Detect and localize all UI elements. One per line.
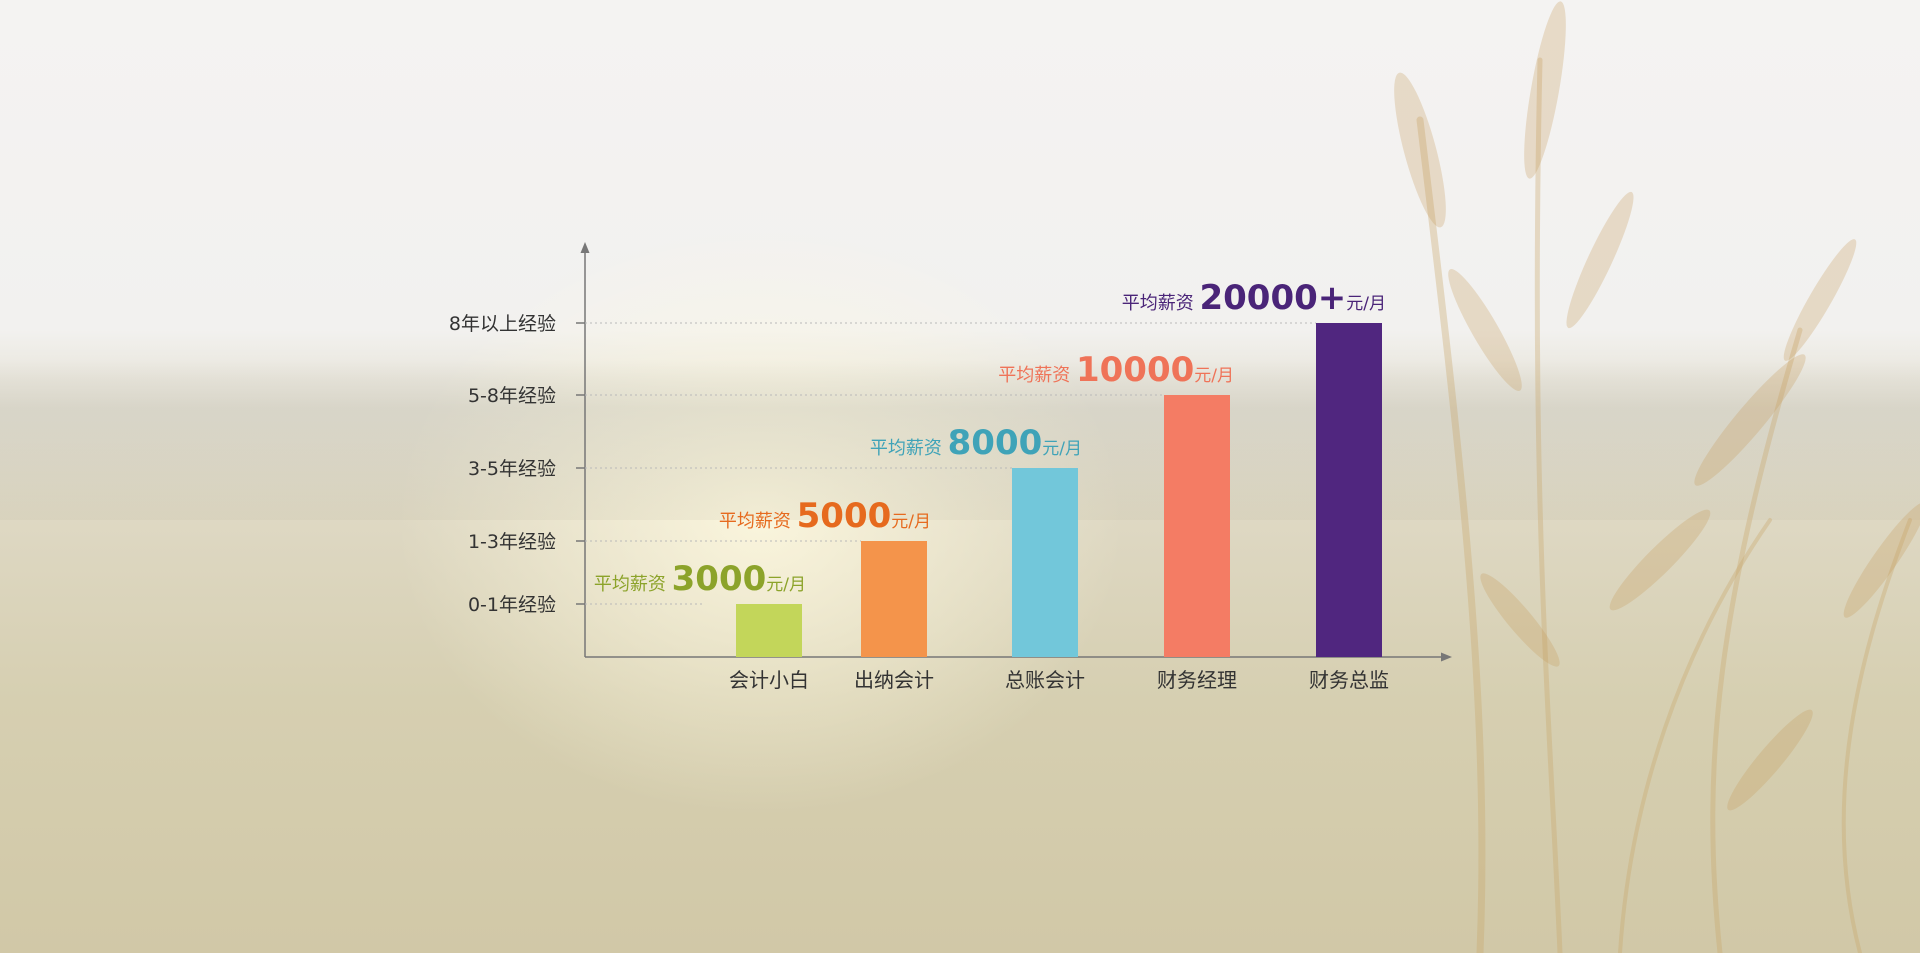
salary-value: 5000: [797, 496, 892, 536]
salary-unit: 元/月: [1346, 294, 1386, 314]
salary-prefix: 平均薪资: [1122, 293, 1200, 314]
salary-prefix: 平均薪资: [594, 574, 672, 595]
y-axis-arrow: [580, 242, 590, 253]
y-tick-label: 3-5年经验: [468, 458, 556, 480]
salary-value: 8000: [948, 423, 1043, 463]
y-tick-label: 8年以上经验: [449, 313, 556, 335]
salary-prefix: 平均薪资: [870, 438, 948, 459]
bar: [861, 541, 927, 657]
salary-unit: 元/月: [1042, 439, 1082, 459]
salary-annotation: 平均薪资 20000+元/月: [1122, 278, 1386, 318]
y-tick-label: 1-3年经验: [468, 531, 556, 553]
salary-value: 10000: [1076, 350, 1194, 390]
x-axis-arrow: [1441, 652, 1452, 662]
salary-unit: 元/月: [766, 575, 806, 595]
x-category-label: 出纳会计: [854, 668, 934, 692]
salary-unit: 元/月: [891, 512, 931, 532]
salary-annotation: 平均薪资 5000元/月: [719, 496, 931, 536]
salary-annotation: 平均薪资 10000元/月: [998, 350, 1234, 390]
x-category-label: 财务总监: [1309, 668, 1389, 692]
x-category-label: 财务经理: [1157, 668, 1237, 692]
salary-unit: 元/月: [1194, 366, 1234, 386]
wheat-background-image: [1394, 1, 1920, 953]
bar: [1316, 323, 1382, 657]
salary-value: 3000: [672, 559, 767, 599]
x-category-label: 会计小白: [729, 668, 809, 692]
salary-prefix: 平均薪资: [998, 365, 1076, 386]
y-tick-label: 5-8年经验: [468, 385, 556, 407]
x-category-label: 总账会计: [1005, 668, 1085, 692]
salary-annotation: 平均薪资 8000元/月: [870, 423, 1082, 463]
salary-value: 20000+: [1199, 278, 1346, 318]
y-tick-label: 0-1年经验: [468, 594, 556, 616]
bar: [1164, 395, 1230, 657]
salary-annotation: 平均薪资 3000元/月: [594, 559, 806, 599]
bar: [1012, 468, 1078, 657]
bar: [736, 604, 802, 657]
background-hills: [0, 360, 1920, 520]
salary-prefix: 平均薪资: [719, 511, 797, 532]
